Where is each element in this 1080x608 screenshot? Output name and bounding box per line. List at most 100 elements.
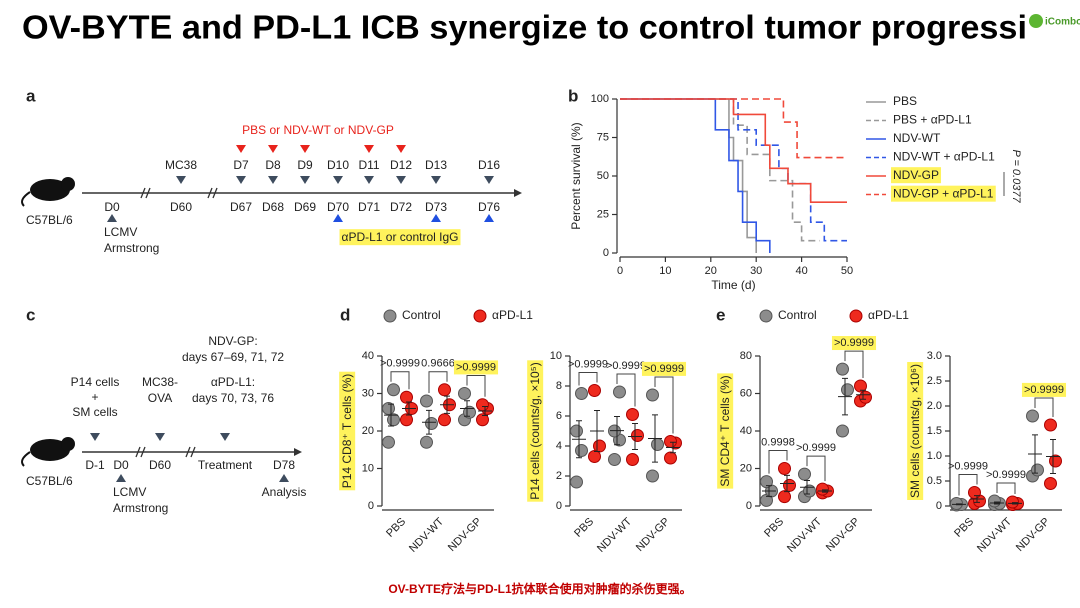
data-point: [816, 482, 829, 496]
highlight: [831, 336, 877, 351]
event-arrow: [155, 433, 165, 441]
y-tick-label: 60: [740, 387, 752, 399]
timeline-break: [185, 446, 196, 458]
survival-curve: [620, 98, 820, 242]
data-point: [626, 453, 639, 466]
y-tick-label: 0: [368, 500, 374, 512]
mean-sem: [572, 420, 586, 459]
marker-arrow: [364, 176, 374, 184]
mouse-c: [21, 437, 75, 467]
data-point: [859, 390, 872, 404]
legend-label: NDV-GP: [893, 168, 939, 182]
schedule-label: days 67–69, 71, 72: [182, 350, 284, 364]
y-tick-label: 40: [740, 425, 752, 437]
p-value: >0.9999: [834, 337, 874, 349]
data-point: [476, 398, 489, 412]
marker-label: MC38: [165, 158, 197, 172]
day-label: D60: [149, 458, 171, 472]
highlight: [641, 361, 687, 376]
survival-curve: [620, 98, 771, 253]
mouse-body: [30, 179, 70, 201]
infection-arrow: [116, 474, 126, 482]
logo-text: iCombo: [1045, 17, 1080, 28]
infection-label: Armstrong: [113, 501, 168, 515]
strain-label: C57BL/6: [26, 474, 73, 488]
schedule-label: αPD-L1:: [211, 375, 255, 389]
data-point: [420, 435, 433, 449]
mean-sem: [1028, 434, 1042, 474]
antibody-arrow: [484, 214, 494, 222]
p-bracket: [1034, 397, 1054, 417]
readout-label: Analysis: [262, 485, 307, 499]
legend-label: NDV-WT + αPD-L1: [893, 150, 995, 164]
p-value: >0.9999: [380, 358, 420, 370]
mean-sem: [970, 495, 984, 503]
mean-sem: [648, 414, 662, 463]
y-tick-label: 0: [746, 500, 752, 512]
day-label: D69: [294, 200, 316, 214]
data-point: [588, 450, 601, 463]
data-point: [400, 390, 413, 404]
y-axis-label: P14 CD8⁺ T cells (%): [340, 374, 354, 489]
y-tick-label: 10: [550, 350, 562, 362]
y-tick-label: 30: [362, 387, 374, 399]
mean-sem: [384, 403, 398, 427]
timeline-arrow: [514, 189, 522, 197]
mean-sem: [990, 501, 1004, 505]
x-tick-label: PBS: [952, 516, 976, 540]
treatment-arrow: [300, 145, 310, 153]
marker-label: D10: [327, 158, 349, 172]
mean-sem: [818, 489, 832, 493]
timeline-break: [135, 446, 146, 458]
mouse-tail: [21, 191, 31, 207]
marker-arrow: [236, 176, 246, 184]
marker-label: D16: [478, 158, 500, 172]
x-tick-label: 10: [659, 265, 671, 277]
day-label: D60: [170, 200, 192, 214]
y-axis-label: Percent survival (%): [569, 122, 583, 229]
mean-sem: [478, 405, 492, 417]
data-point: [458, 387, 471, 400]
highlight: [717, 373, 734, 489]
p-value: >0.9999: [986, 469, 1026, 481]
transfer-label: SM cells: [72, 405, 117, 419]
data-point: [438, 413, 451, 427]
x-tick-label: NDV-WT: [785, 515, 824, 554]
p-bracket: [578, 372, 598, 386]
marker-label: D11: [358, 158, 379, 172]
mean-sem: [800, 479, 814, 495]
treatment-arrow: [236, 145, 246, 153]
highlight: [891, 185, 996, 202]
data-point: [664, 451, 677, 465]
day-label: D73: [425, 200, 447, 214]
infection-arrow: [107, 214, 117, 222]
marker-arrow: [396, 176, 406, 184]
panel-label: e: [716, 305, 725, 324]
data-point: [988, 494, 1001, 508]
x-tick-label: NDV-GP: [446, 516, 484, 554]
day-label: D76: [478, 200, 500, 214]
marker-label: D7: [233, 158, 249, 172]
data-point: [836, 362, 849, 376]
highlight: [339, 371, 356, 491]
y-axis-label-group: P14 CD8⁺ T cells (%): [339, 371, 356, 491]
event-arrow: [90, 433, 100, 441]
x-tick-label: NDV-WT: [595, 515, 634, 554]
mean-sem: [402, 401, 416, 416]
mean-sem: [762, 485, 776, 497]
antibody-arrow: [431, 214, 441, 222]
tumor-label: MC38-: [142, 375, 178, 389]
x-tick-label: PBS: [762, 516, 786, 540]
data-point: [476, 413, 489, 427]
logo: iCombo: [1029, 14, 1080, 28]
y-tick-label: 0: [936, 500, 942, 512]
mean-sem: [440, 395, 454, 414]
timeline-break: [207, 187, 218, 199]
data-point: [438, 383, 451, 397]
data-point: [854, 379, 867, 393]
treatment-arrow: [268, 145, 278, 153]
data-point: [646, 388, 659, 402]
x-tick-label: 30: [750, 265, 762, 277]
tumor-label: OVA: [148, 391, 172, 405]
